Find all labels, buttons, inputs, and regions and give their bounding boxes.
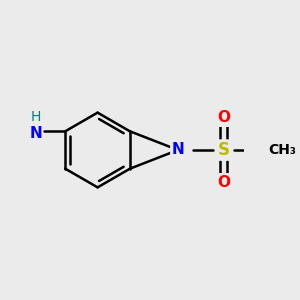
Text: N: N	[29, 127, 42, 142]
Text: O: O	[217, 175, 230, 190]
Text: H: H	[31, 110, 41, 124]
Text: S: S	[218, 141, 230, 159]
Text: CH₃: CH₃	[269, 143, 297, 157]
Text: N: N	[172, 142, 184, 158]
Text: O: O	[217, 110, 230, 125]
